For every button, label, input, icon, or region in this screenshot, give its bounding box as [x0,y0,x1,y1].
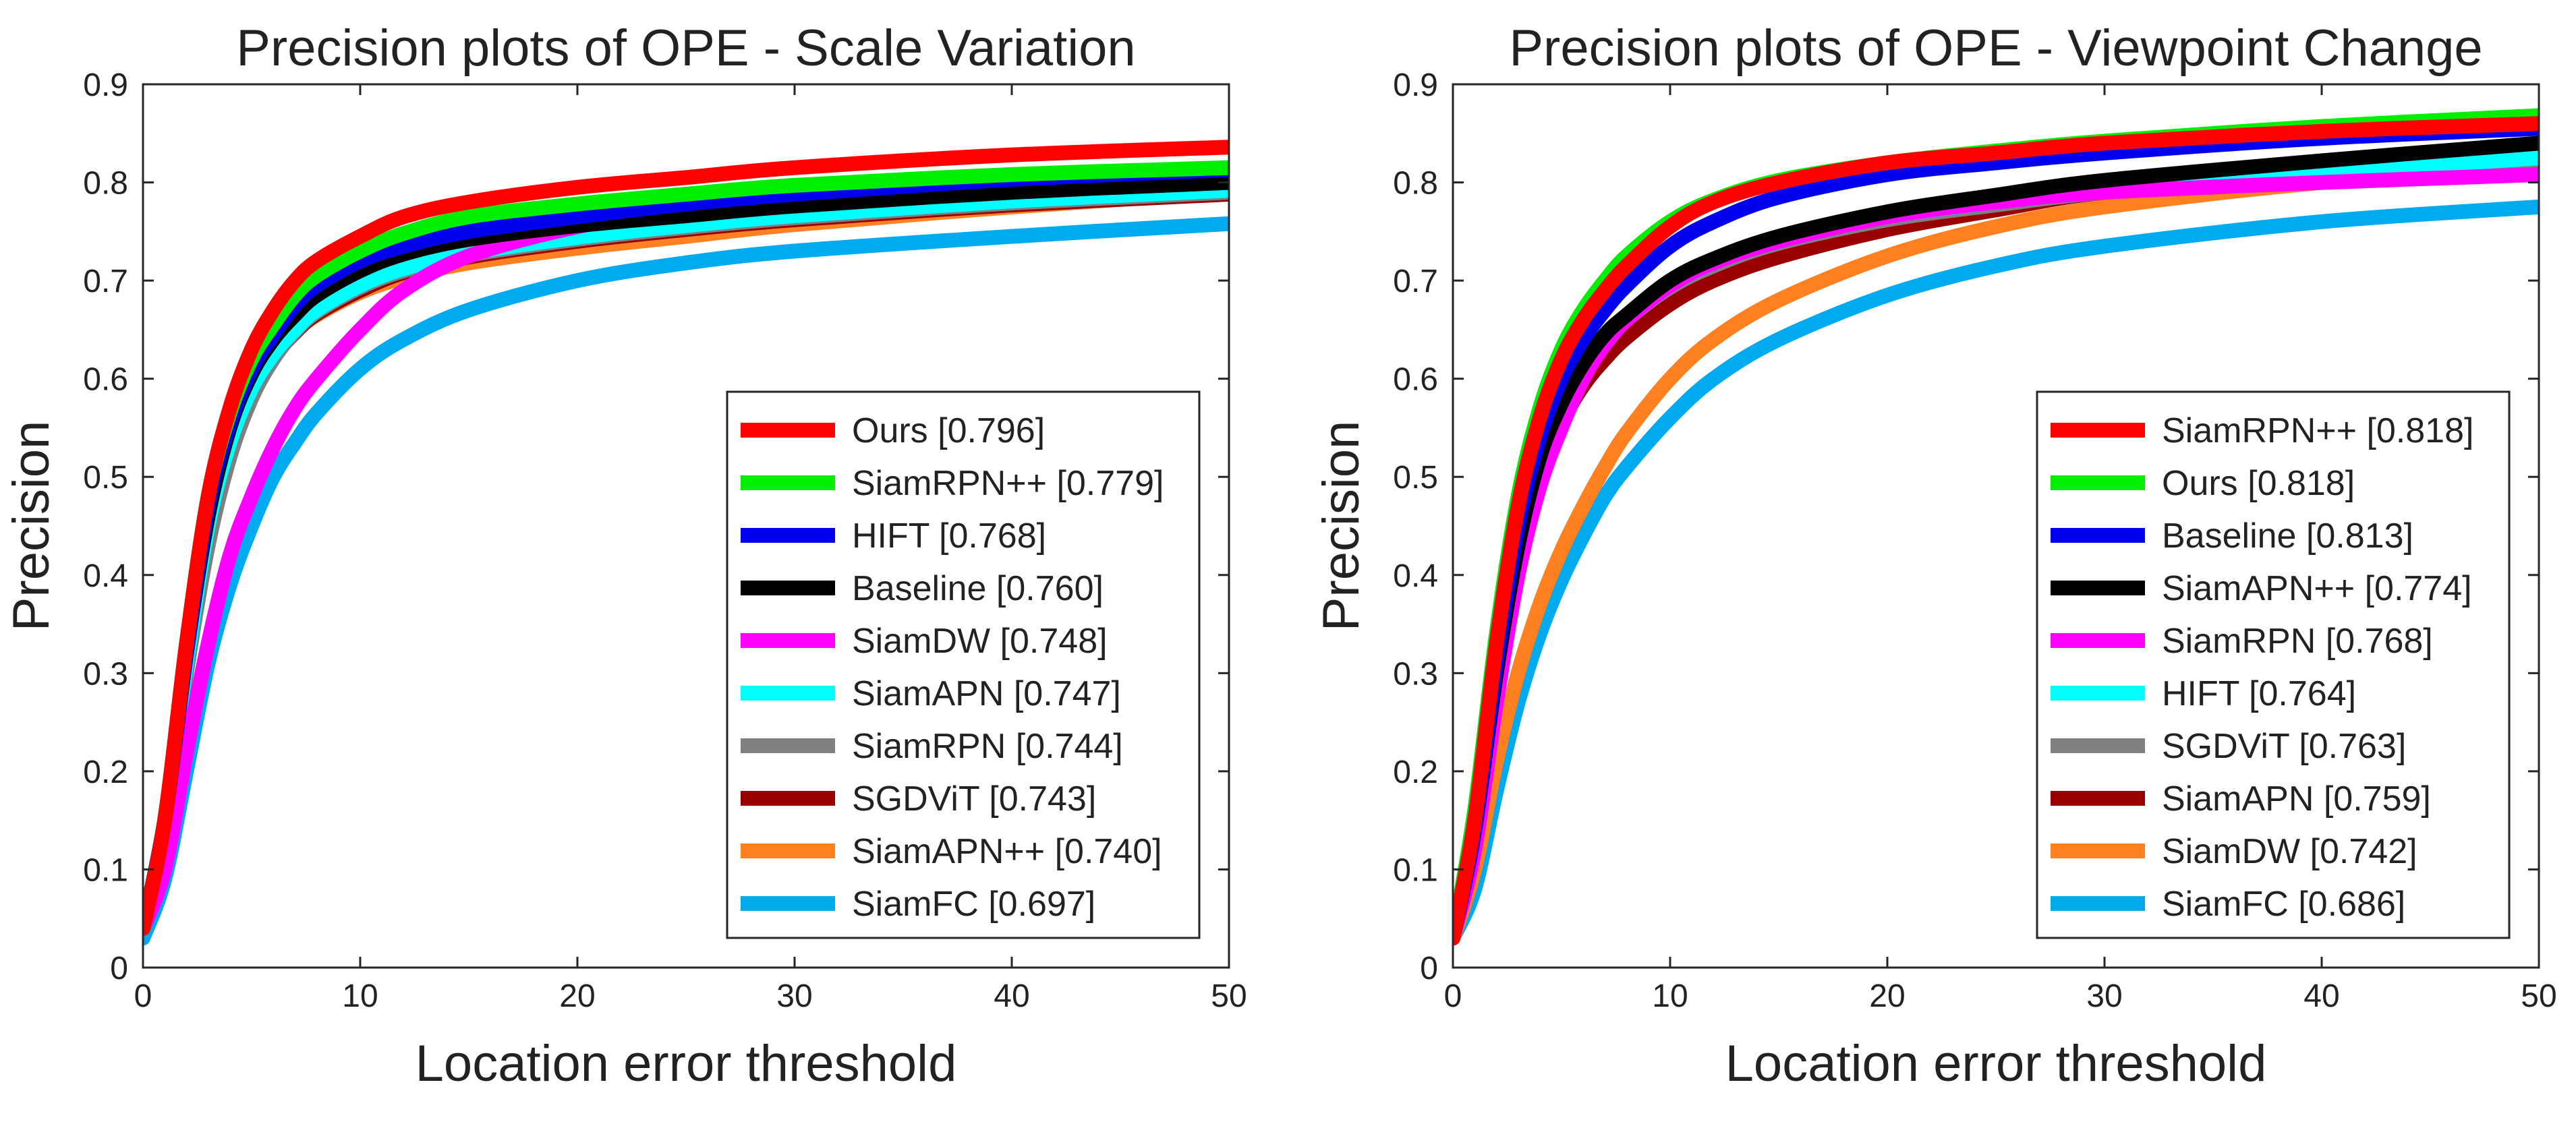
legend-label: SGDViT [0.763] [2162,727,2406,766]
y-tick-label: 0 [110,951,128,986]
y-tick-label: 0.1 [83,852,128,888]
legend-label: SiamFC [0.686] [2162,885,2405,924]
legend-item: SiamAPN [0.747] [741,674,1121,713]
y-tick-label: 0.7 [1393,264,1438,299]
x-tick-label: 40 [994,978,1029,1014]
legend-item: SiamAPN++ [0.774] [2051,569,2472,608]
legend-label: SiamAPN++ [0.740] [852,832,1162,871]
y-axis-label: Precision [3,421,60,632]
legend-item: Ours [0.818] [2051,464,2355,503]
legend-item: Baseline [0.760] [741,569,1104,608]
x-tick-label: 20 [1869,978,1905,1014]
series-line-siamrpn- [1453,116,2539,946]
legend-label: SiamFC [0.697] [852,885,1095,924]
y-tick-label: 0.3 [83,656,128,692]
legend-label: Baseline [0.813] [2162,516,2413,556]
legend-item: Ours [0.796] [741,411,1045,450]
y-axis-label: Precision [1313,421,1370,632]
legend-label: SGDViT [0.743] [852,779,1096,819]
x-tick-label: 50 [2521,978,2556,1014]
axes-box [142,83,1230,969]
legend-label: SiamAPN [0.747] [852,674,1121,713]
y-tick-label: 0.7 [83,264,128,299]
y-tick-label: 0.4 [1393,558,1438,594]
y-tick-label: 0.5 [1393,460,1438,496]
legend-item: SGDViT [0.743] [741,779,1096,819]
y-tick-label: 0.3 [1393,656,1438,692]
legend-item: SiamRPN++ [0.818] [2051,411,2473,450]
legend-item: SiamFC [0.697] [741,885,1095,924]
y-tick-label: 0.9 [83,67,128,103]
legend-label: SiamRPN [0.744] [852,727,1123,766]
legend: SiamRPN++ [0.818] Ours [0.818] Baseline [0… [2036,390,2511,939]
y-tick-label: 0.8 [1393,166,1438,202]
x-tick-label: 40 [2303,978,2339,1014]
x-tick-label: 10 [1652,978,1688,1014]
y-tick-label: 0.2 [1393,755,1438,790]
series-line-siamdw [1453,160,2539,946]
x-tick-label: 0 [1444,978,1462,1014]
x-tick-label: 30 [2086,978,2122,1014]
legend-label: HIFT [0.764] [2162,674,2356,713]
y-tick-label: 0.4 [83,558,128,594]
series-lines [143,140,1229,946]
legend-item: SiamRPN [0.744] [741,727,1123,766]
y-tick-label: 0 [1420,951,1438,986]
chart-panel-2: 0 10 20 30 40 50 0 0.1 0.2 0.3 0.4 0.5 0.6 0.7 0.8 0.9 P… [1313,20,2557,1092]
y-tick-label: 0.2 [83,755,128,790]
legend-label: SiamRPN [0.768] [2162,622,2433,661]
y-tick-label: 0.5 [83,460,128,496]
chart-title: Precision plots of OPE - Viewpoint Chang… [1509,20,2482,77]
x-tick-label: 0 [134,978,152,1014]
legend-item: HIFT [0.768] [741,516,1046,556]
legend-label: Baseline [0.760] [852,569,1104,608]
legend-item: SiamRPN++ [0.779] [741,464,1164,503]
legend-label: SiamRPN++ [0.818] [2162,411,2473,450]
y-tick-label: 0.9 [1393,67,1438,103]
legend-item: Baseline [0.813] [2051,516,2413,556]
series-lines [1453,108,2539,946]
legend-item: HIFT [0.764] [2051,674,2356,713]
legend-label: Ours [0.796] [852,411,1045,450]
x-tick-label: 20 [559,978,595,1014]
series-line-ours [143,140,1229,936]
legend-label: SiamDW [0.748] [852,622,1108,661]
y-tick-label: 0.6 [83,362,128,398]
legend-item: SiamRPN [0.768] [2051,622,2433,661]
x-axis-label: Location error threshold [1725,1035,2267,1092]
x-tick-label: 50 [1211,978,1247,1014]
y-tick-label: 0.6 [1393,362,1438,398]
legend: Ours [0.796] SiamRPN++ [0.779] HIFT [0.768… [726,390,1201,939]
legend-label: SiamAPN [0.759] [2162,779,2431,819]
y-tick-label: 0.1 [1393,852,1438,888]
chart-title: Precision plots of OPE - Scale Variation [236,20,1135,77]
legend-item: SGDViT [0.763] [2051,727,2406,766]
chart-panel-1: 0 10 20 30 40 50 0 0.1 0.2 0.3 0.4 0.5 0.6 0.7 0.8 0.9 P… [3,20,1247,1092]
legend-item: SiamAPN++ [0.740] [741,832,1162,871]
axes-box [1452,83,2540,969]
legend-label: Ours [0.818] [2162,464,2355,503]
legend-item: SiamDW [0.742] [2051,832,2417,871]
legend-item: SiamDW [0.748] [741,622,1108,661]
legend-label: SiamRPN++ [0.779] [852,464,1164,503]
legend-label: SiamDW [0.742] [2162,832,2417,871]
x-tick-label: 10 [342,978,378,1014]
legend-label: SiamAPN++ [0.774] [2162,569,2472,608]
legend-item: SiamFC [0.686] [2051,885,2405,924]
legend-label: HIFT [0.768] [852,516,1046,556]
legend-item: SiamAPN [0.759] [2051,779,2431,819]
y-tick-label: 0.8 [83,166,128,202]
x-tick-label: 30 [776,978,812,1014]
x-axis-label: Location error threshold [416,1035,957,1092]
